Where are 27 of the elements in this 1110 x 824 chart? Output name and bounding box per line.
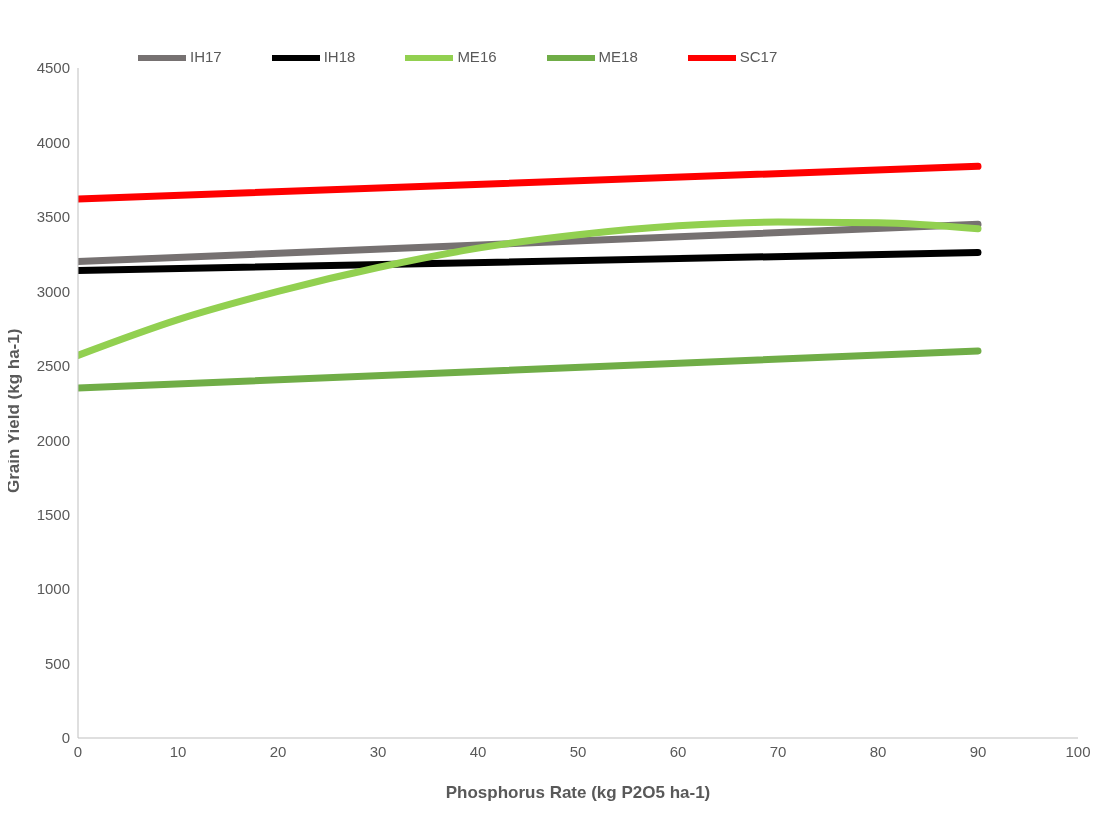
x-axis-title: Phosphorus Rate (kg P2O5 ha-1) [445, 783, 711, 802]
x-tick-label: 100 [1065, 742, 1091, 760]
x-tick-label: 90 [969, 742, 987, 760]
y-tick-label: 0 [61, 729, 70, 747]
x-tick-label: 40 [469, 742, 487, 760]
x-tick-label: 10 [169, 742, 187, 760]
x-tick-label: 50 [569, 742, 587, 760]
y-tick-label: 2500 [36, 357, 70, 375]
legend-label: ME18 [598, 47, 638, 65]
legend-label: IH18 [323, 47, 356, 65]
y-tick-label: 2000 [36, 431, 70, 449]
legend-label: SC17 [739, 47, 778, 65]
y-tick-label: 4500 [36, 59, 70, 77]
x-tick-label: 20 [269, 742, 287, 760]
y-tick-label: 500 [44, 654, 70, 672]
y-tick-label: 3500 [36, 208, 70, 226]
x-tick-label: 0 [73, 742, 83, 760]
y-tick-label: 4000 [36, 133, 70, 151]
x-tick-label: 30 [369, 742, 387, 760]
x-tick-label: 80 [869, 742, 887, 760]
y-tick-label: 3000 [36, 282, 70, 300]
legend-label: ME16 [457, 47, 497, 65]
y-tick-label: 1000 [36, 580, 70, 598]
legend-label: IH17 [190, 47, 222, 65]
x-tick-label: 70 [769, 742, 787, 760]
x-tick-label: 60 [669, 742, 687, 760]
y-tick-label: 1500 [36, 505, 70, 523]
